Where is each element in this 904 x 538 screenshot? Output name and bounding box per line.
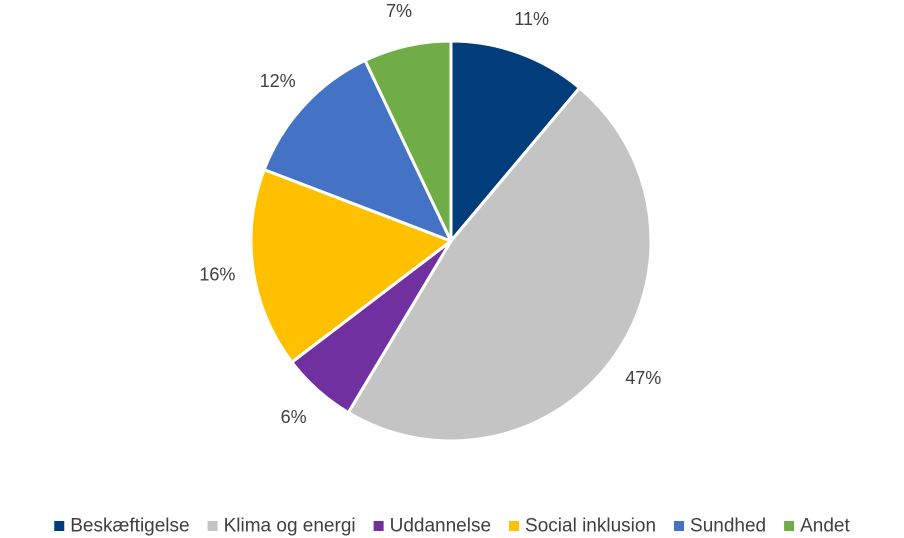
pie-slices (249, 39, 653, 443)
data-label-sundhed: 12% (260, 71, 296, 91)
data-label-klima-og-energi: 47% (625, 368, 661, 388)
legend-swatch-andet (784, 521, 795, 531)
pie-slice-klima-og-energi (346, 86, 653, 443)
legend-label-klima-og-energi: Klima og energi (224, 516, 356, 537)
pie-slice-beskaeftigelse (449, 39, 582, 243)
legend-swatch-uddannelse (373, 521, 384, 531)
legend-label-uddannelse: Uddannelse (390, 516, 491, 537)
legend-swatch-sundhed (674, 521, 685, 531)
data-label-social-inklusion: 16% (199, 265, 235, 285)
legend-label-beskaeftigelse: Beskæftigelse (70, 516, 189, 537)
data-label-uddannelse: 6% (281, 407, 307, 427)
data-labels: 11% 47% 6% 16% 12% 7% (199, 1, 661, 427)
legend-item-sundhed: Sundhed (674, 516, 766, 537)
legend-label-andet: Andet (800, 516, 850, 537)
legend-swatch-beskaeftigelse (54, 521, 65, 531)
data-label-beskaeftigelse: 11% (514, 9, 549, 29)
legend-label-social-inklusion: Social inklusion (525, 516, 656, 537)
pie-slice-andet (363, 39, 453, 243)
legend: Beskæftigelse Klima og energi Uddannelse So… (54, 516, 850, 537)
legend-item-social-inklusion: Social inklusion (509, 516, 656, 537)
legend-item-andet: Andet (784, 516, 850, 537)
legend-item-klima-og-energi: Klima og energi (207, 516, 356, 537)
legend-swatch-klima-og-energi (207, 521, 218, 531)
data-label-andet: 7% (386, 1, 412, 21)
pie-slice-social-inklusion (249, 168, 453, 364)
legend-item-beskaeftigelse: Beskæftigelse (54, 516, 190, 537)
pie-slice-sundhed (262, 58, 453, 243)
legend-label-sundhed: Sundhed (690, 516, 766, 537)
legend-swatch-social-inklusion (509, 521, 520, 531)
legend-item-uddannelse: Uddannelse (373, 516, 491, 537)
